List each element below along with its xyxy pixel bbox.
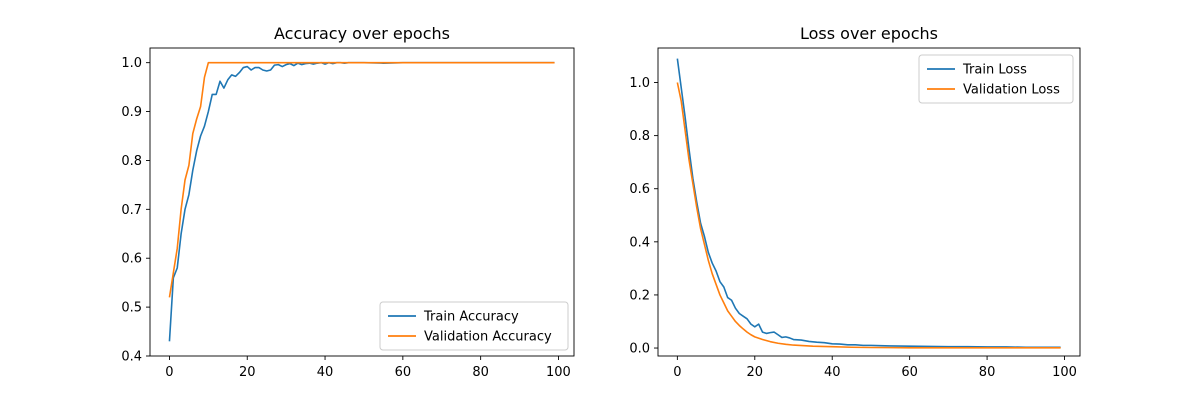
y-tick-label: 0.4 (629, 235, 650, 250)
y-tick-label: 0.7 (121, 203, 142, 218)
x-tick-label: 0 (673, 365, 681, 380)
y-tick-label: 0.6 (629, 182, 650, 197)
y-tick-label: 0.9 (121, 105, 142, 120)
legend: Train Accuracy Validation Accuracy (379, 301, 569, 351)
x-tick-label: 60 (395, 365, 412, 380)
x-tick-label: 100 (546, 365, 571, 380)
accuracy-chart: Accuracy over epochs 0 20 40 60 80 100 0.4 0.5 0.… (121, 24, 575, 380)
legend-box (379, 301, 569, 351)
x-tick-label: 40 (824, 365, 841, 380)
y-tick-label: 0.4 (121, 350, 142, 365)
y-tick-label: 0.8 (121, 154, 142, 169)
chart-title: Loss over epochs (800, 24, 938, 43)
y-tick-label: 1.0 (629, 76, 650, 91)
y-tick-label: 0.6 (121, 252, 142, 267)
y-tick-label: 0.0 (629, 342, 650, 357)
y-tick-label: 0.8 (629, 129, 650, 144)
chart-title: Accuracy over epochs (274, 24, 450, 43)
legend-label: Validation Loss (963, 83, 1060, 98)
x-tick-label: 0 (165, 365, 173, 380)
x-tick-label: 60 (901, 365, 918, 380)
y-tick-label: 0.2 (629, 288, 650, 303)
x-tick-label: 80 (979, 365, 996, 380)
legend: Train Loss Validation Loss (918, 54, 1074, 104)
series-line-validation-loss (676, 82, 1061, 349)
series-line-validation-accuracy (168, 61, 555, 298)
legend-box (918, 54, 1074, 104)
loss-chart: Loss over epochs 0 20 40 60 80 100 0.0 0.2 0.4 0.6… (629, 24, 1081, 380)
legend-label: Train Accuracy (423, 310, 519, 325)
x-tick-label: 20 (747, 365, 764, 380)
plot-frame (657, 47, 1081, 357)
plot-frame (149, 47, 575, 357)
x-tick-label: 40 (317, 365, 334, 380)
y-tick-label: 0.5 (121, 301, 142, 316)
x-tick-label: 100 (1052, 365, 1077, 380)
x-tick-label: 80 (472, 365, 489, 380)
legend-label: Train Loss (962, 63, 1027, 78)
series-line-train-loss (676, 58, 1061, 349)
series-line-train-accuracy (168, 61, 555, 342)
y-tick-label: 1.0 (121, 56, 142, 71)
x-tick-label: 20 (239, 365, 256, 380)
legend-label: Validation Accuracy (424, 330, 552, 345)
